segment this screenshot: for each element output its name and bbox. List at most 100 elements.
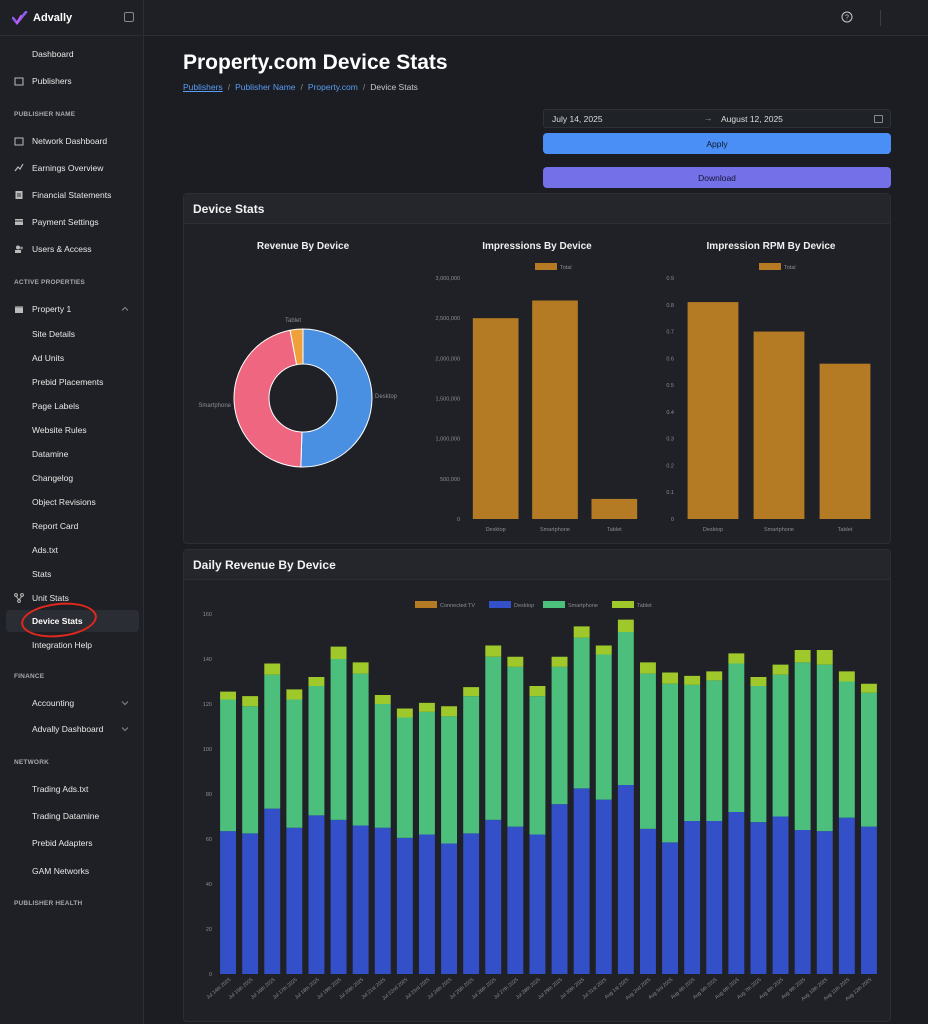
y-tick-label: 100 — [203, 747, 212, 753]
sidebar-item-page-labels[interactable]: Page Labels — [0, 397, 144, 415]
y-tick-label: 2,500,000 — [436, 316, 460, 322]
brand[interactable]: Advally — [0, 0, 143, 36]
breadcrumb-property[interactable]: Property.com — [307, 82, 358, 92]
building-icon — [14, 77, 24, 86]
bar-segment-smartphone — [242, 706, 259, 834]
sidebar-item-trading-ads-txt[interactable]: Trading Ads.txt — [0, 780, 144, 798]
bar-segment-desktop — [772, 816, 789, 974]
bar-tablet — [591, 498, 638, 519]
sidebar-item-prebid-placements[interactable]: Prebid Placements — [0, 373, 144, 391]
advally-logo-icon — [12, 10, 28, 25]
sidebar-item-stats[interactable]: Stats — [0, 565, 144, 583]
breadcrumb-separator: / — [227, 82, 231, 92]
svg-text:?: ? — [845, 15, 849, 22]
y-tick-label: 1,000,000 — [436, 437, 460, 443]
chevron-up-icon[interactable] — [121, 305, 129, 313]
calendar-icon[interactable] — [874, 115, 883, 123]
bar-segment-tablet — [374, 695, 391, 704]
sidebar-item-unit-stats[interactable]: Unit Stats — [0, 589, 144, 607]
y-tick-label: 60 — [206, 837, 212, 843]
impressions-by-device-chart: Total 0 500,000 1,000,000 1,500,000 2,000,000… — [436, 263, 638, 533]
sidebar-item-ads-txt[interactable]: Ads.txt — [0, 541, 144, 559]
sidebar-section-publisher-name: PUBLISHER NAME — [14, 111, 76, 118]
bar-segment-tablet — [772, 664, 789, 675]
sidebar-item-gam-networks[interactable]: GAM Networks — [0, 862, 144, 880]
legend-label-total: Total — [784, 265, 796, 271]
sidebar-item-prebid-adapters[interactable]: Prebid Adapters — [0, 834, 144, 852]
sidebar-item-report-card[interactable]: Report Card — [0, 517, 144, 535]
bar-segment-tablet — [220, 691, 237, 700]
sidebar-item-object-revisions[interactable]: Object Revisions — [0, 493, 144, 511]
end-date[interactable]: August 12, 2025 — [721, 114, 783, 124]
sidebar-item-datamine[interactable]: Datamine — [0, 445, 144, 463]
sidebar-item-advally-dashboard[interactable]: Advally Dashboard — [0, 720, 144, 738]
bar-segment-smartphone — [463, 696, 480, 834]
x-tick-label: Desktop — [703, 527, 723, 533]
collapse-sidebar-icon[interactable] — [124, 12, 134, 22]
device-stats-title: Device Stats — [184, 194, 890, 224]
sidebar-item-site-details[interactable]: Site Details — [0, 325, 144, 343]
legend-label-connected-tv: Connected TV — [440, 603, 475, 609]
date-range-picker[interactable]: July 14, 2025 → August 12, 2025 — [543, 109, 891, 128]
sidebar-item-property-1[interactable]: Property 1 — [0, 300, 144, 318]
sidebar-item-label: Trading Datamine — [32, 811, 100, 821]
apply-button[interactable]: Apply — [543, 133, 891, 154]
trend-icon — [14, 163, 24, 172]
bar-segment-desktop — [573, 788, 590, 974]
sidebar-item-financial-statements[interactable]: Financial Statements — [0, 186, 144, 204]
chevron-down-icon[interactable] — [121, 699, 129, 707]
nodes-icon — [14, 593, 24, 603]
bar-segment-smartphone — [728, 663, 745, 812]
bar-segment-tablet — [529, 686, 546, 697]
sidebar-item-label: Website Rules — [32, 425, 87, 435]
help-icon[interactable]: ? — [841, 11, 853, 23]
y-tick-label: 0.3 — [666, 437, 674, 443]
topbar-divider — [880, 10, 881, 26]
sidebar-item-website-rules[interactable]: Website Rules — [0, 421, 144, 439]
legend-swatch-desktop — [489, 601, 511, 608]
bar-segment-smartphone — [396, 717, 413, 838]
bar-segment-smartphone — [418, 711, 435, 835]
breadcrumb-publishers[interactable]: Publishers — [183, 82, 223, 92]
bar-segment-smartphone — [617, 632, 634, 785]
sidebar-item-label: Financial Statements — [32, 190, 112, 200]
y-tick-label: 2,000,000 — [436, 356, 460, 362]
sidebar-item-label: Report Card — [32, 521, 79, 531]
sidebar-item-earnings-overview[interactable]: Earnings Overview — [0, 159, 144, 177]
bar-segment-smartphone — [772, 674, 789, 817]
sidebar-item-changelog[interactable]: Changelog — [0, 469, 144, 487]
sidebar-item-integration-help[interactable]: Integration Help — [0, 636, 144, 654]
bar-segment-smartphone — [595, 654, 612, 800]
download-button[interactable]: Download — [543, 167, 891, 188]
breadcrumb-publisher-name[interactable]: Publisher Name — [235, 82, 296, 92]
sidebar-section-finance: FINANCE — [14, 673, 45, 680]
sidebar-item-network-dashboard[interactable]: Network Dashboard — [0, 132, 144, 150]
sidebar-item-users-access[interactable]: Users & Access — [0, 240, 144, 258]
bar-segment-tablet — [352, 662, 369, 674]
bar-segment-desktop — [794, 830, 811, 974]
window-icon — [15, 306, 23, 313]
sidebar-item-payment-settings[interactable]: Payment Settings — [0, 213, 144, 231]
sidebar-item-accounting[interactable]: Accounting — [0, 694, 144, 712]
bar-segment-tablet — [816, 650, 833, 665]
legend-swatch-tablet — [612, 601, 634, 608]
sidebar-item-ad-units[interactable]: Ad Units — [0, 349, 144, 367]
y-tick-label: 0.5 — [666, 383, 674, 389]
brand-name: Advally — [33, 11, 73, 24]
legend-label-smartphone: Smartphone — [568, 603, 598, 609]
document-icon — [15, 191, 23, 199]
bar-segment-tablet — [308, 677, 325, 686]
impressions-chart-title: Impressions By Device — [482, 241, 592, 252]
bar-segment-desktop — [463, 833, 480, 974]
bar-tablet — [819, 363, 871, 519]
legend-swatch-total — [759, 263, 781, 270]
sidebar-item-publishers[interactable]: Publishers — [0, 72, 144, 90]
sidebar-item-device-stats[interactable]: Device Stats — [6, 610, 139, 632]
bar-segment-desktop — [662, 842, 679, 974]
sidebar-item-label: Changelog — [32, 473, 74, 483]
bar-segment-desktop — [330, 819, 347, 974]
sidebar-item-dashboard[interactable]: Dashboard — [0, 45, 144, 63]
start-date[interactable]: July 14, 2025 — [552, 114, 603, 124]
chevron-down-icon[interactable] — [121, 725, 129, 733]
sidebar-item-trading-datamine[interactable]: Trading Datamine — [0, 807, 144, 825]
